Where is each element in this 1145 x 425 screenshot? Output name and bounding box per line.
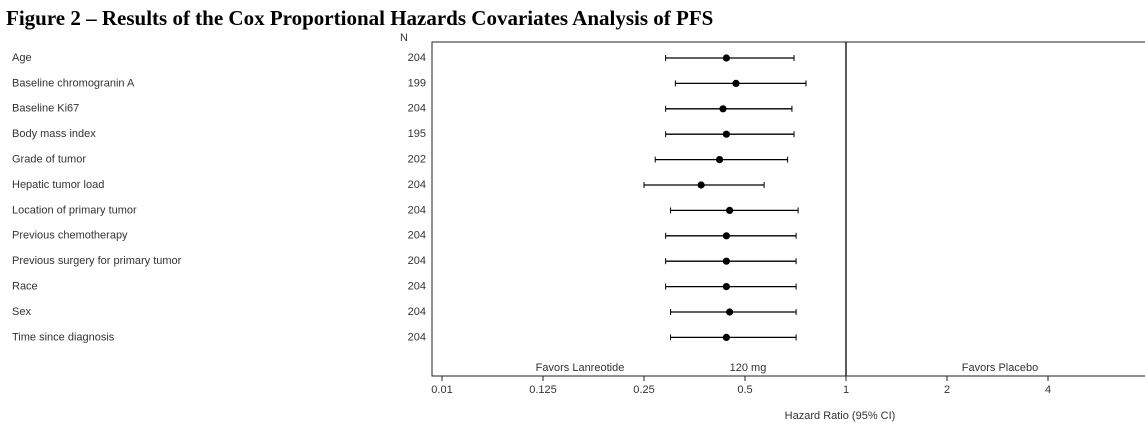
row-label: Grade of tumor [12, 154, 86, 166]
hazard-ratio-point [722, 130, 730, 138]
n-value: 204 [408, 103, 426, 115]
annotation: 120 mg [730, 362, 767, 374]
n-header: N [400, 32, 408, 44]
hazard-ratio-point [726, 308, 734, 316]
n-value: 199 [408, 77, 426, 89]
row-label: Baseline Ki67 [12, 103, 79, 115]
hazard-ratio-point [726, 206, 734, 214]
x-tick-label: 4 [1045, 384, 1051, 396]
row-label: Time since diagnosis [12, 331, 115, 343]
n-value: 204 [408, 306, 426, 318]
n-value: 204 [408, 255, 426, 267]
n-value: 204 [408, 204, 426, 216]
x-tick-label: 1 [843, 384, 849, 396]
hazard-ratio-point [697, 181, 705, 189]
n-value: 202 [408, 154, 426, 166]
chart-title: Figure 2 – Results of the Cox Proportion… [6, 6, 713, 30]
hazard-ratio-point [722, 232, 730, 240]
row-label: Previous surgery for primary tumor [12, 255, 182, 267]
n-value: 204 [408, 230, 426, 242]
n-value: 204 [408, 179, 426, 191]
x-tick-label: 0.25 [633, 384, 654, 396]
n-value: 204 [408, 52, 426, 64]
n-value: 204 [408, 331, 426, 343]
x-tick-label: 0.125 [529, 384, 557, 396]
row-label: Baseline chromogranin A [12, 77, 135, 89]
plot-frame [431, 41, 1145, 377]
row-label: Race [12, 281, 38, 293]
hazard-ratio-point [722, 54, 730, 62]
row-label: Previous chemotherapy [12, 230, 128, 242]
row-label: Body mass index [12, 128, 96, 140]
x-tick-label: 0.5 [737, 384, 752, 396]
row-label: Hepatic tumor load [12, 179, 104, 191]
n-value: 195 [408, 128, 426, 140]
row-label: Location of primary tumor [12, 204, 137, 216]
hazard-ratio-point [722, 283, 730, 291]
hazard-ratio-point [722, 257, 730, 265]
hazard-ratio-point [732, 79, 740, 87]
row-label: Age [12, 52, 32, 64]
annotation: Favors Lanreotide [536, 362, 625, 374]
row-label: Sex [12, 306, 31, 318]
x-tick-label: 0.01 [431, 384, 452, 396]
hazard-ratio-point [722, 333, 730, 341]
x-axis-title: Hazard Ratio (95% CI) [785, 410, 896, 422]
hazard-ratio-point [715, 156, 724, 164]
annotation: Favors Placebo [962, 362, 1038, 374]
n-value: 204 [408, 281, 426, 293]
hazard-ratio-point [719, 105, 727, 113]
x-tick-label: 2 [944, 384, 950, 396]
